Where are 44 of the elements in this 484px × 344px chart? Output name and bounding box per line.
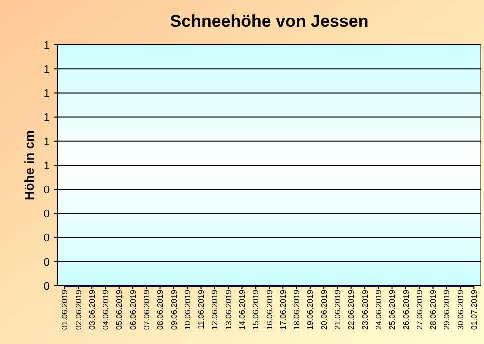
y-axis-title: Höhe in cm [22,130,37,201]
y-tick-label: 1 [44,160,50,172]
x-tick-label: 11.06.2019 [197,289,206,330]
x-tick-label: 27.06.2019 [415,289,424,330]
y-tick-label: 0 [44,184,50,196]
x-tick-label: 16.06.2019 [265,289,274,330]
y-tick-label: 1 [44,136,50,148]
y-tick-label: 0 [44,256,50,269]
y-tick-label: 0 [44,232,50,245]
x-tick-label: 26.06.2019 [402,289,411,330]
x-tick-label: 01.07.2019 [470,289,479,330]
x-tick-label: 22.06.2019 [347,289,356,330]
x-tick-label: 03.06.2019 [88,289,97,330]
x-tick-label: 13.06.2019 [224,289,234,330]
x-tick-label: 21.06.2019 [334,289,343,330]
x-tick-label: 14.06.2019 [238,289,248,330]
x-tick-label: 01.06.2019 [60,289,70,330]
x-tick-label: 23.06.2019 [360,289,370,330]
x-tick-label: 12.06.2019 [210,289,220,330]
x-tick-label: 28.06.2019 [429,289,438,330]
x-tick-label: 08.06.2019 [156,289,166,330]
x-tick-label: 06.06.2019 [128,289,138,330]
x-tick-label: 19.06.2019 [306,289,316,330]
y-tick-label: 1 [44,64,50,76]
x-tick-label: 30.06.2019 [456,289,466,330]
x-tick-label: 09.06.2019 [170,289,179,330]
chart-title: Schneehöhe von Jessen [170,12,369,31]
y-tick-label: 1 [44,112,50,124]
x-tick-label: 24.06.2019 [374,289,384,330]
x-tick-label: 02.06.2019 [74,289,84,330]
x-tick-label: 04.06.2019 [102,289,111,330]
y-tick-label: 0 [44,208,50,221]
x-tick-label: 10.06.2019 [183,289,192,330]
x-tick-label: 15.06.2019 [252,289,261,330]
x-tick-label: 05.06.2019 [115,289,124,330]
x-tick-label: 18.06.2019 [292,289,302,330]
y-tick-label: 0 [44,280,50,293]
x-tick-label: 17.06.2019 [278,289,288,330]
x-tick-label: 20.06.2019 [320,289,329,330]
x-tick-label: 25.06.2019 [388,289,398,330]
x-tick-label: 29.06.2019 [442,289,452,330]
y-tick-label: 1 [44,40,50,52]
x-tick-label: 07.06.2019 [142,289,152,330]
y-tick-label: 1 [44,88,50,100]
